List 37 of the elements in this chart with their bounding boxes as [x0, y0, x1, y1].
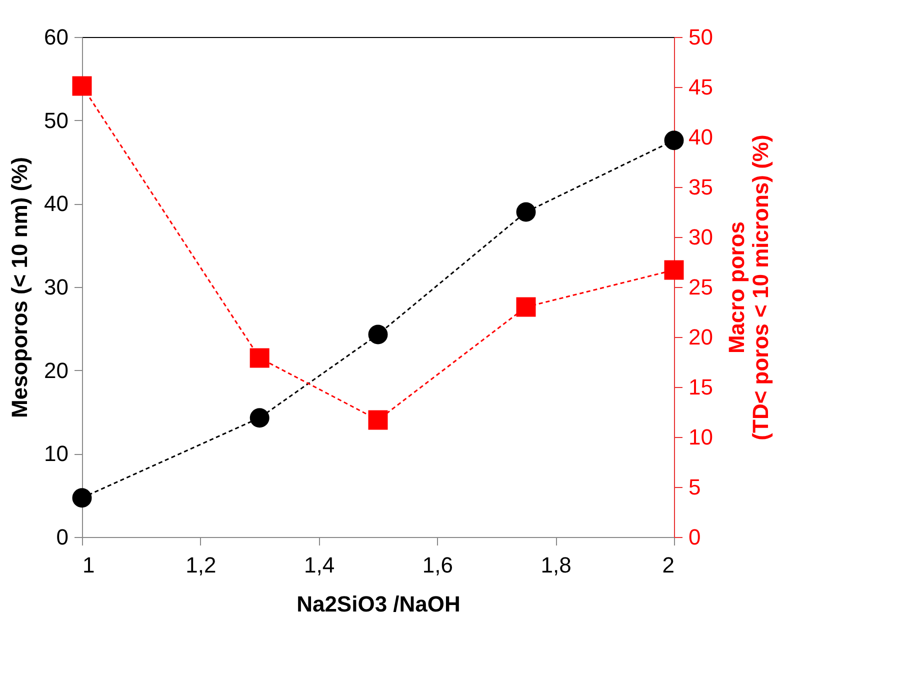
point: [250, 348, 270, 368]
x-axis-title: Na2SiO3 /NaOH: [296, 592, 460, 616]
y-tick-label: 10: [44, 441, 68, 466]
point: [516, 202, 536, 222]
y2-axis-title: Macro poros (TD< poros < 10 microns) (%): [724, 134, 773, 440]
y-tick-label: 50: [44, 108, 68, 133]
x-tick-label: 1: [82, 552, 95, 578]
point: [368, 410, 388, 430]
y2-tick-label: 10: [688, 424, 713, 450]
y-axis-title: Mesoporos (< 10 nm) (%): [7, 157, 32, 418]
y-tick-label: 20: [44, 358, 68, 383]
y-tick-label: 0: [56, 524, 68, 550]
y2-tick-label: 30: [688, 224, 713, 250]
x-tick-label: 1,6: [422, 552, 453, 578]
y2-tick-label: 50: [688, 24, 713, 50]
point: [516, 297, 536, 317]
y2-tick-label: 25: [688, 274, 713, 300]
point: [250, 408, 270, 428]
y2-tick-label: 45: [688, 74, 713, 100]
point: [72, 488, 92, 508]
y2-tick-label: 20: [688, 324, 713, 350]
point: [72, 76, 92, 96]
x-tick-label: 2: [662, 552, 674, 578]
y-tick-label: 40: [44, 191, 68, 216]
point: [664, 130, 684, 150]
y-tick-label: 30: [44, 274, 68, 300]
x-tick-label: 1,4: [304, 552, 335, 578]
y2-tick-label: 5: [688, 474, 701, 500]
y2-tick-label: 0: [688, 524, 701, 550]
x-tick-label: 1,8: [540, 552, 572, 578]
y2-tick-label: 35: [688, 174, 713, 200]
y-tick-label: 60: [44, 24, 68, 50]
point: [664, 260, 684, 280]
y2-tick-label: 15: [688, 374, 713, 400]
y2-tick-label: 40: [688, 124, 713, 150]
point: [368, 324, 388, 344]
x-tick-label: 1,2: [186, 552, 216, 578]
